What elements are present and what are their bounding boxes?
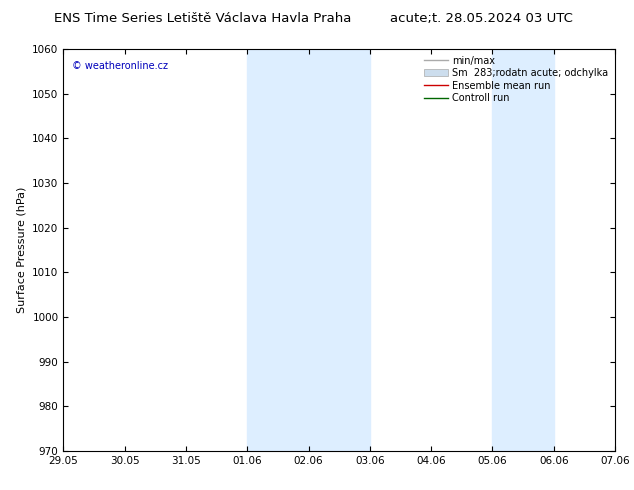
Y-axis label: Surface Pressure (hPa): Surface Pressure (hPa) xyxy=(16,187,27,313)
Text: acute;t. 28.05.2024 03 UTC: acute;t. 28.05.2024 03 UTC xyxy=(391,12,573,25)
Bar xyxy=(247,49,370,451)
Text: ENS Time Series Letiště Václava Havla Praha: ENS Time Series Letiště Václava Havla Pr… xyxy=(54,12,352,25)
Bar xyxy=(493,49,553,451)
Text: © weatheronline.cz: © weatheronline.cz xyxy=(72,61,167,71)
Legend: min/max, Sm  283;rodatn acute; odchylka, Ensemble mean run, Controll run: min/max, Sm 283;rodatn acute; odchylka, … xyxy=(422,54,610,105)
